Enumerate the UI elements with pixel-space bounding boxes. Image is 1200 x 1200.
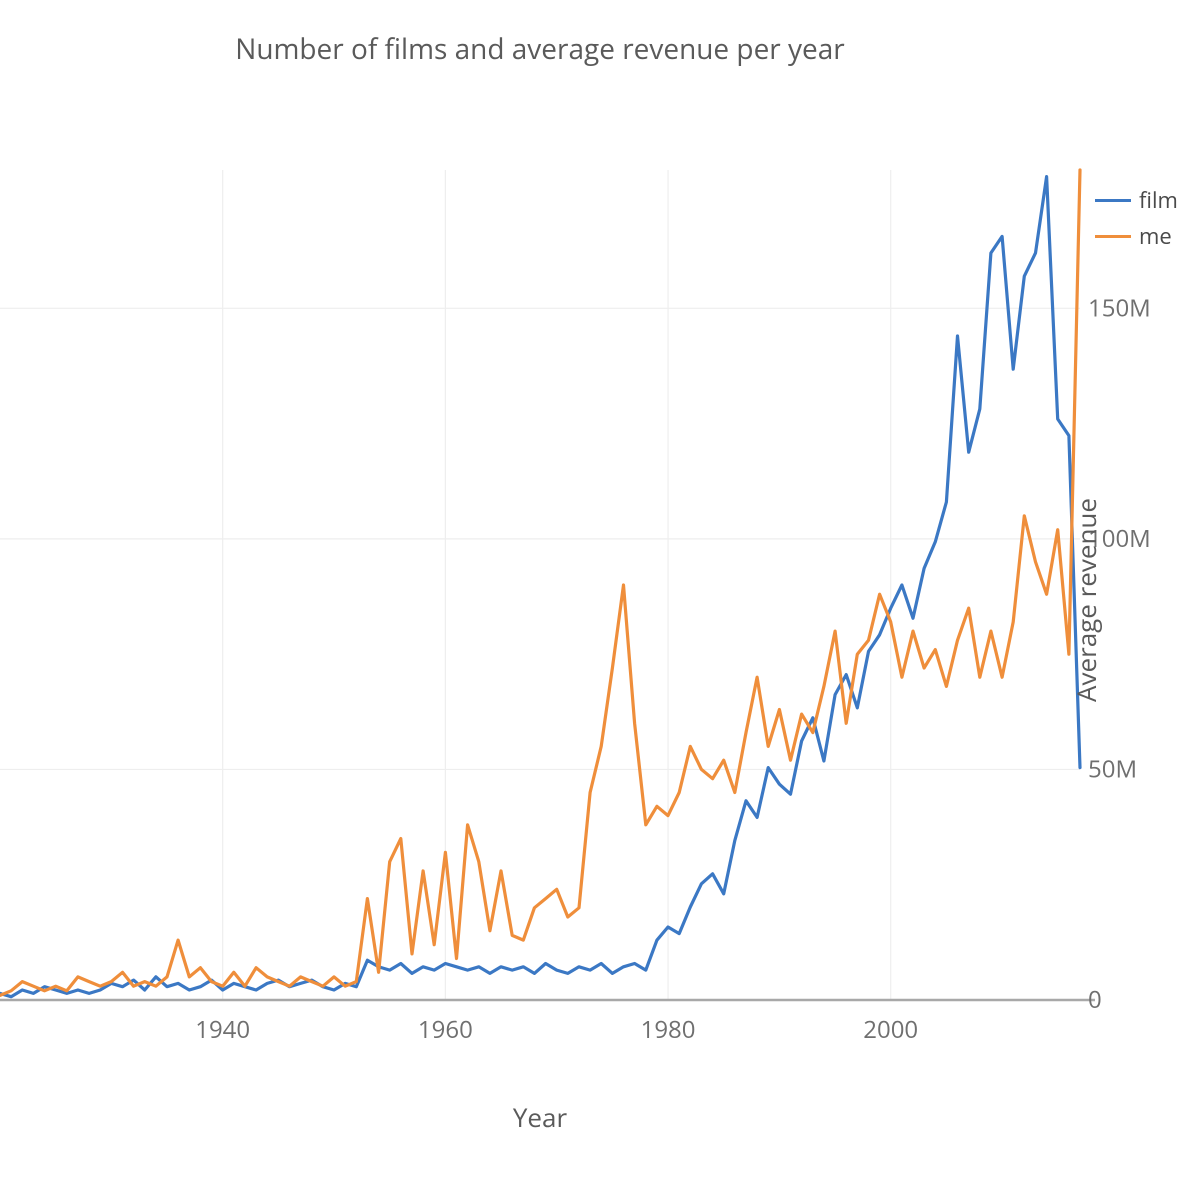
legend-label-films: film [1139,185,1178,215]
y2-axis-label: Average revenue [1068,498,1104,702]
svg-text:50M: 50M [1088,752,1137,785]
legend-label-mean: me [1139,221,1172,251]
svg-text:1980: 1980 [641,1013,696,1046]
legend-item-films[interactable]: film [1095,185,1178,215]
x-axis-label: Year [0,1099,1080,1135]
svg-text:1960: 1960 [418,1013,473,1046]
svg-text:0: 0 [1088,983,1102,1016]
svg-text:2000: 2000 [863,1013,918,1046]
legend-swatch-films [1095,199,1131,202]
legend-swatch-mean [1095,235,1131,238]
legend: film me [1095,185,1178,257]
svg-text:150M: 150M [1088,291,1151,324]
chart-container: Number of films and average revenue per … [0,0,1200,1200]
chart-plot: 1940196019802000050M100M150M [0,0,1200,1200]
legend-item-mean[interactable]: me [1095,221,1178,251]
svg-text:1940: 1940 [195,1013,250,1046]
